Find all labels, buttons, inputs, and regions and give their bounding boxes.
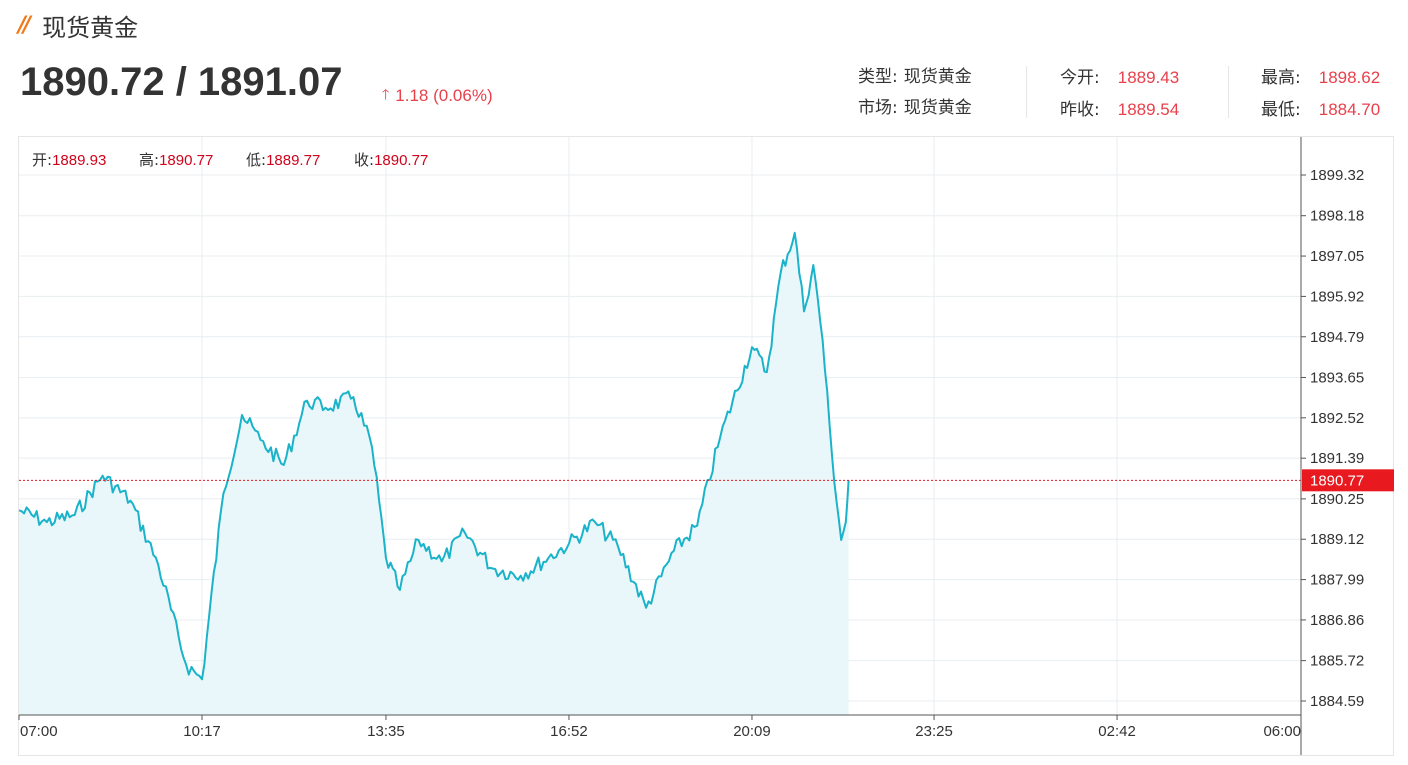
stats-open-close: 今开: 1889.43 昨收: 1889.54 xyxy=(1060,62,1179,126)
ohlc-value: 1890.77 xyxy=(374,152,428,169)
x-tick-label: 20:09 xyxy=(733,723,771,740)
current-price-tag: 1890.77 xyxy=(1302,469,1394,492)
logo-icon: // xyxy=(18,12,31,38)
ohlc-readout: 开:1889.93 高:1890.77 低:1889.77 收:1890.77 xyxy=(32,151,428,169)
y-tick-label: 1897.05 xyxy=(1310,248,1364,265)
y-tick-label: 1885.72 xyxy=(1310,653,1364,670)
x-tick-label: 02:42 xyxy=(1098,723,1136,740)
chart-frame xyxy=(18,136,1394,756)
prev-close-label: 昨收: xyxy=(1060,100,1100,120)
divider xyxy=(1228,66,1229,118)
x-tick-label: 06:00 xyxy=(1263,723,1301,740)
y-tick-label: 1892.52 xyxy=(1310,410,1364,427)
high-value: 1898.62 xyxy=(1318,68,1381,87)
tick-labels: 1899.32 1898.18 1897.05 1895.92 1894.79 1893.… xyxy=(18,167,1364,740)
stats-type-market: 类型: 现货黄金 市场: 现货黄金 xyxy=(858,62,972,124)
x-tick-label: 13:35 xyxy=(367,723,405,740)
divider xyxy=(1026,66,1027,118)
ohlc-label: 收: xyxy=(354,151,374,169)
open-label: 今开: xyxy=(1060,68,1100,88)
ohlc-item: 高:1890.77 xyxy=(139,151,213,169)
y-tick-label: 1889.12 xyxy=(1310,531,1364,548)
y-tick-label: 1891.39 xyxy=(1310,450,1364,467)
chart-axes xyxy=(19,137,1302,755)
ohlc-value: 1890.77 xyxy=(159,152,213,169)
y-tick-label: 1899.32 xyxy=(1310,167,1364,184)
y-tick-label: 1895.92 xyxy=(1310,288,1364,305)
y-tick-label: 1893.65 xyxy=(1310,369,1364,386)
y-tick-label: 1890.25 xyxy=(1310,491,1364,508)
type-label: 类型: xyxy=(858,67,898,87)
ohlc-value: 1889.77 xyxy=(266,152,320,169)
title-row: // 现货黄金 xyxy=(18,8,138,42)
ohlc-label: 低: xyxy=(246,151,266,169)
y-tick-label: 1886.86 xyxy=(1310,612,1364,629)
market-value: 现货黄金 xyxy=(903,98,972,118)
y-tick-label: 1884.59 xyxy=(1310,693,1364,710)
ohlc-item: 低:1889.77 xyxy=(246,151,320,169)
type-value: 现货黄金 xyxy=(903,67,972,87)
price-change-value: 1.18 (0.06%) xyxy=(395,86,493,105)
ohlc-label: 高: xyxy=(139,151,159,169)
prev-close-value: 1889.54 xyxy=(1117,100,1180,119)
ohlc-item: 收:1890.77 xyxy=(354,151,428,169)
market-label: 市场: xyxy=(858,98,898,118)
bid-ask-price: 1890.72 / 1891.07 xyxy=(20,60,343,104)
ohlc-item: 开:1889.93 xyxy=(32,151,106,169)
y-tick-label: 1894.79 xyxy=(1310,329,1364,346)
x-tick-label: 16:52 xyxy=(550,723,588,740)
open-value: 1889.43 xyxy=(1117,68,1180,87)
arrow-up-icon: 🡑 xyxy=(382,86,390,102)
x-tick-label: 23:25 xyxy=(915,723,953,740)
x-tick-label: 07:00 xyxy=(20,723,58,740)
price-change: 🡑 1.18 (0.06%) xyxy=(382,84,493,108)
page-title: 现货黄金 xyxy=(42,13,139,42)
low-value: 1884.70 xyxy=(1318,100,1381,119)
price-line xyxy=(18,231,850,681)
ohlc-value: 1889.93 xyxy=(52,152,106,169)
stats-high-low: 最高: 1898.62 最低: 1884.70 xyxy=(1261,62,1380,126)
low-label: 最低: xyxy=(1261,100,1301,120)
price-area xyxy=(19,232,849,716)
price-tag-label: 1890.77 xyxy=(1310,472,1364,489)
x-tick-label: 10:17 xyxy=(183,723,221,740)
price-tag-bg xyxy=(1302,469,1394,492)
y-tick-label: 1898.18 xyxy=(1310,208,1364,225)
y-tick-label: 1887.99 xyxy=(1310,572,1364,589)
high-label: 最高: xyxy=(1261,68,1301,88)
ohlc-label: 开: xyxy=(32,151,52,169)
